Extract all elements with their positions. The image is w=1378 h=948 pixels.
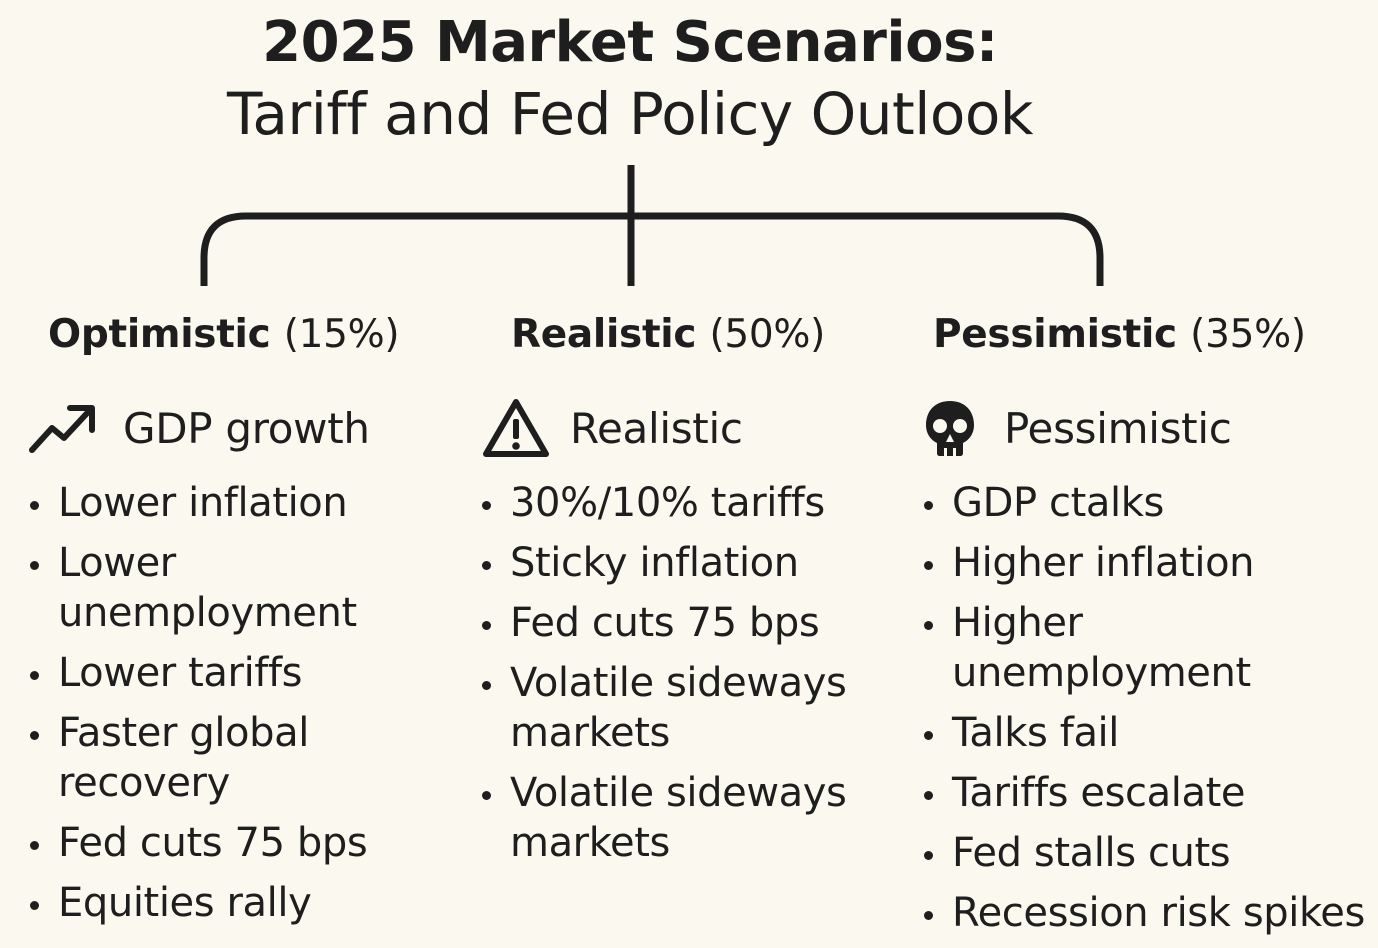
diagram-title: 2025 Market Scenarios:: [262, 10, 998, 75]
scenario-probability: (35%): [1190, 312, 1306, 357]
list-item: Fed stalls cuts: [922, 828, 1378, 878]
scenario-name: Realistic: [511, 312, 697, 357]
list-item: Equities rally: [28, 878, 478, 928]
list-item: Faster global recovery: [28, 708, 478, 808]
scenario-bullet-list: 30%/10% tariffs Sticky inflation Fed cut…: [480, 478, 860, 878]
scenario-bullet-list: GDP ctalks Higher inflation Higher unemp…: [922, 478, 1378, 948]
list-item: Fed cuts 75 bps: [28, 818, 478, 868]
icon-label: Realistic: [570, 403, 743, 453]
list-item: Sticky inflation: [480, 538, 860, 588]
list-item: GDP ctalks: [922, 478, 1378, 528]
list-item: Recession risk spikes: [922, 888, 1378, 938]
list-item: Tariffs escalate: [922, 768, 1378, 818]
list-item: Fed cuts 75 bps: [480, 598, 860, 648]
icon-label: Pessimistic: [1004, 403, 1232, 453]
scenario-heading: Realistic (50%): [511, 312, 825, 357]
list-item: Higher unemployment: [922, 598, 1378, 698]
list-item: Lower inflation: [28, 478, 478, 528]
list-item: Lower unemployment: [28, 538, 478, 638]
scenario-probability: (50%): [709, 312, 826, 357]
list-item: 30%/10% tariffs: [480, 478, 860, 528]
scenario-icon-row: Pessimistic: [922, 396, 1232, 460]
list-item: Higher inflation: [922, 538, 1378, 588]
list-item: Volatile sideways markets: [480, 658, 860, 758]
trending-up-icon: [29, 405, 95, 453]
diagram-subtitle: Tariff and Fed Policy Outlook: [227, 80, 1033, 148]
scenario-probability: (15%): [283, 312, 400, 357]
icon-label: GDP growth: [123, 403, 370, 453]
connector-bracket: [200, 212, 1104, 286]
list-item: Volatile sideways markets: [480, 768, 860, 868]
list-item: Talks fail: [922, 708, 1378, 758]
scenario-icon-row: Realistic: [482, 396, 743, 460]
warning-triangle-icon: [483, 399, 549, 457]
list-item: Lower tariffs: [28, 648, 478, 698]
scenario-bullet-list: Lower inflation Lower unemployment Lower…: [28, 478, 478, 938]
branch-connector: [200, 165, 1104, 286]
scenario-heading: Pessimistic (35%): [933, 312, 1306, 357]
scenario-name: Optimistic: [48, 312, 271, 357]
scenario-name: Pessimistic: [933, 312, 1177, 357]
skull-icon: [926, 401, 974, 456]
scenario-heading: Optimistic (15%): [48, 312, 400, 357]
scenario-icon-row: GDP growth: [28, 396, 370, 460]
